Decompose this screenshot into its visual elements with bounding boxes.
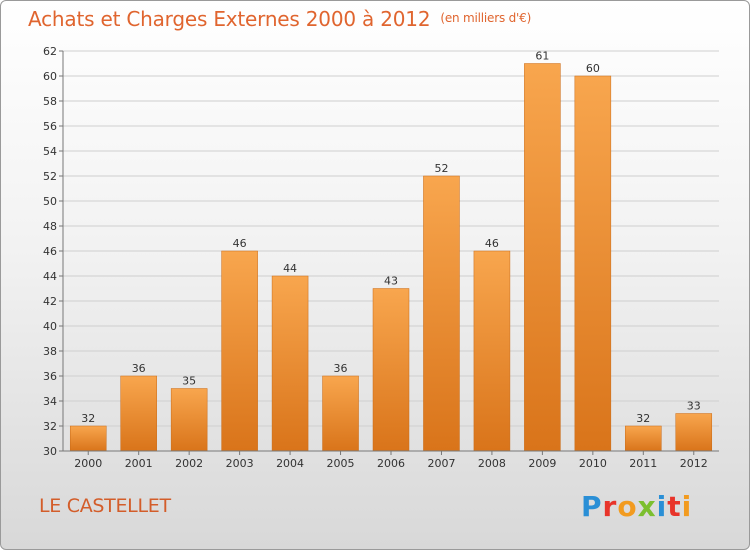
chart-unit: (en milliers d'€): [440, 11, 532, 25]
bar: [120, 375, 157, 452]
bars: 32 36 35 46 44 36 43 52 46 61 60 32 33: [69, 50, 713, 452]
bar-value-label: 44: [283, 262, 297, 275]
logo-letter: o: [617, 490, 638, 523]
y-tick-label: 34: [43, 395, 57, 408]
bar-value-label: 60: [586, 62, 600, 75]
bar: [221, 250, 258, 452]
bar: [322, 375, 359, 452]
x-tick-label: 2006: [377, 457, 405, 470]
y-tick-label: 62: [43, 45, 57, 58]
y-tick-label: 46: [43, 245, 57, 258]
bar-value-label: 36: [132, 362, 146, 375]
y-tick-label: 40: [43, 320, 57, 333]
chart-title-text: Achats et Charges Externes 2000 à 2012: [28, 7, 431, 31]
bar-value-label: 32: [636, 412, 650, 425]
y-tick-label: 36: [43, 370, 57, 383]
bar-value-label: 52: [434, 162, 448, 175]
x-tick-label: 2002: [175, 457, 203, 470]
chart-title: Achats et Charges Externes 2000 à 2012 (e…: [28, 7, 531, 31]
bar: [675, 413, 713, 452]
x-tick-label: 2009: [528, 457, 556, 470]
bar: [625, 425, 662, 452]
proxiti-logo: Proxiti: [581, 490, 692, 523]
bar-value-label: 46: [485, 237, 499, 250]
y-tick-label: 52: [43, 170, 57, 183]
bar: [423, 175, 460, 452]
x-tick-label: 2012: [680, 457, 708, 470]
bar-value-label: 61: [535, 50, 549, 63]
bar-value-label: 46: [233, 237, 247, 250]
x-tick-label: 2010: [579, 457, 607, 470]
bar: [473, 250, 511, 452]
place-name: LE CASTELLET: [39, 495, 171, 517]
bar: [524, 63, 561, 452]
bar-value-label: 35: [182, 375, 196, 388]
y-tick-label: 42: [43, 295, 57, 308]
bar: [69, 425, 107, 452]
x-tick-label: 2004: [276, 457, 304, 470]
y-tick-label: 56: [43, 120, 57, 133]
y-tick-label: 58: [43, 95, 57, 108]
bar-value-label: 33: [687, 400, 701, 413]
logo-letter: t: [667, 490, 682, 523]
x-tick-label: 2008: [478, 457, 506, 470]
bar: [574, 75, 612, 452]
x-tick-label: 2001: [125, 457, 153, 470]
y-tick-label: 60: [43, 70, 57, 83]
y-tick-label: 50: [43, 195, 57, 208]
bar: [372, 288, 410, 452]
y-tick-label: 44: [43, 270, 57, 283]
x-tick-label: 2003: [226, 457, 254, 470]
x-tick-label: 2011: [629, 457, 657, 470]
logo-letter: r: [602, 490, 618, 523]
y-tick-label: 30: [43, 445, 57, 458]
bar-value-label: 43: [384, 275, 398, 288]
bar: [271, 275, 309, 452]
y-tick-label: 38: [43, 345, 57, 358]
x-tick-label: 2005: [327, 457, 355, 470]
y-tick-label: 32: [43, 420, 57, 433]
y-tick-label: 48: [43, 220, 57, 233]
x-tick-label: 2000: [74, 457, 102, 470]
axes: 30 32 34 36 38 40 42 44 46 48 50 52 54 56 58 60 62 2000 20…: [43, 45, 719, 470]
logo-letter: x: [637, 490, 657, 523]
y-tick-label: 54: [43, 145, 57, 158]
logo-letter: i: [681, 490, 693, 523]
x-tick-label: 2007: [427, 457, 455, 470]
bar-value-label: 36: [334, 362, 348, 375]
bar-value-label: 32: [81, 412, 95, 425]
logo-letter: i: [656, 490, 668, 523]
bar: [170, 388, 208, 452]
logo-letter: P: [581, 490, 603, 523]
